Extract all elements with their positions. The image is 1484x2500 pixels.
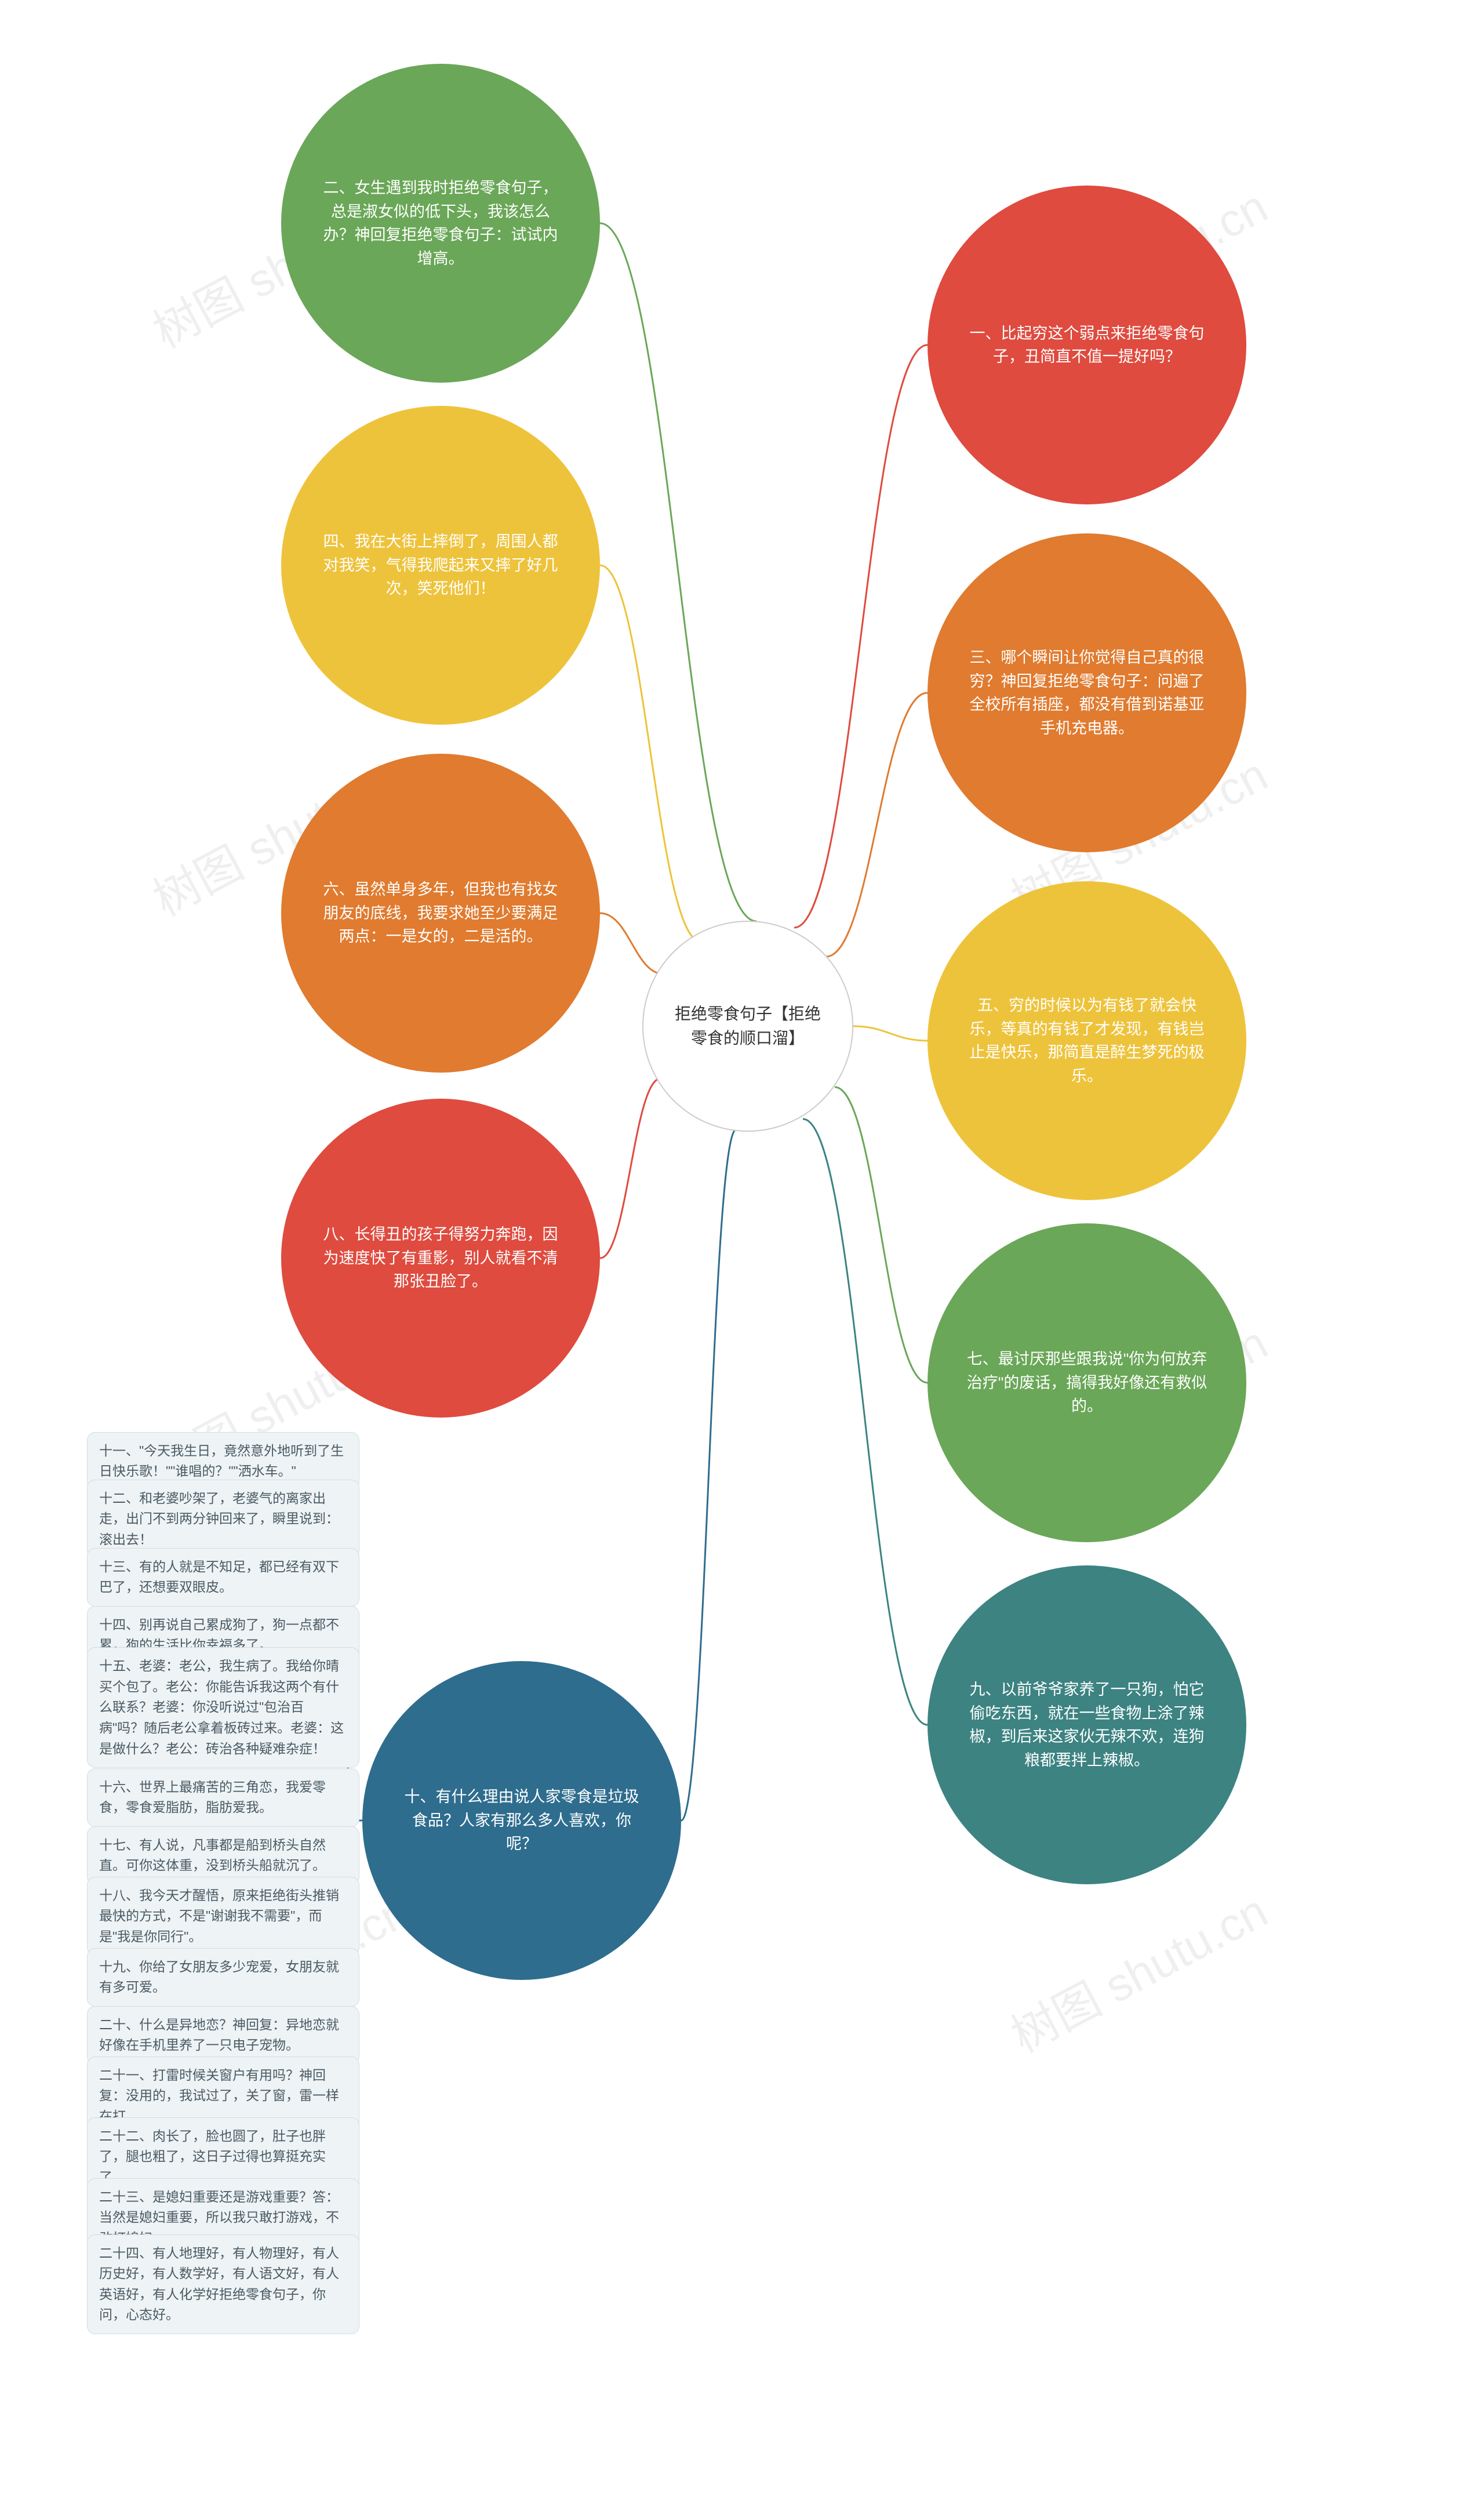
- node-label: 十、有什么理由说人家零食是垃圾食品？人家有那么多人喜欢，你呢？: [401, 1785, 643, 1856]
- branch-node-b10[interactable]: 十、有什么理由说人家零食是垃圾食品？人家有那么多人喜欢，你呢？: [362, 1661, 681, 1980]
- branch-node-b6[interactable]: 六、虽然单身多年，但我也有找女朋友的底线，我要求她至少要满足两点：一是女的，二是…: [281, 754, 600, 1073]
- sub-item-label: 十一、"今天我生日，竟然意外地听到了生日快乐歌！""谁唱的？""洒水车。": [99, 1443, 344, 1479]
- branch-node-b3[interactable]: 三、哪个瞬间让你觉得自己真的很穷？神回复拒绝零食句子：问遍了全校所有插座，都没有…: [928, 533, 1246, 852]
- branch-node-b5[interactable]: 五、穷的时候以为有钱了就会快乐，等真的有钱了才发现，有钱岂止是快乐，那简直是醉生…: [928, 881, 1246, 1200]
- sub-item-label: 二十、什么是异地恋？神回复：异地恋就好像在手机里养了一只电子宠物。: [99, 2017, 339, 2053]
- branch-node-b2[interactable]: 二、女生遇到我时拒绝零食句子，总是淑女似的低下头，我该怎么办？神回复拒绝零食句子…: [281, 64, 600, 383]
- branch-node-b9[interactable]: 九、以前爷爷家养了一只狗，怕它偷吃东西，就在一些食物上涂了辣椒，到后来这家伙无辣…: [928, 1565, 1246, 1884]
- center-node[interactable]: 拒绝零食句子【拒绝零食的顺口溜】: [642, 921, 853, 1132]
- sub-item[interactable]: 十三、有的人就是不知足，都已经有双下巴了，还想要双眼皮。: [87, 1548, 359, 1607]
- sub-item-label: 十三、有的人就是不知足，都已经有双下巴了，还想要双眼皮。: [99, 1559, 339, 1595]
- branch-node-b1[interactable]: 一、比起穷这个弱点来拒绝零食句子，丑简直不值一提好吗？: [928, 186, 1246, 504]
- node-label: 七、最讨厌那些跟我说"你为何放弃治疗"的废话，搞得我好像还有救似的。: [966, 1347, 1208, 1418]
- sub-item[interactable]: 十五、老婆：老公，我生病了。我给你晴买个包了。老公：你能告诉我这两个有什么联系？…: [87, 1647, 359, 1768]
- branch-node-b4[interactable]: 四、我在大街上摔倒了，周围人都对我笑，气得我爬起来又摔了好几次，笑死他们！: [281, 406, 600, 725]
- sub-item-label: 十六、世界上最痛苦的三角恋，我爱零食，零食爱脂肪，脂肪爱我。: [99, 1779, 326, 1815]
- node-label: 八、长得丑的孩子得努力奔跑，因为速度快了有重影，别人就看不清那张丑脸了。: [319, 1223, 562, 1293]
- sub-item[interactable]: 十六、世界上最痛苦的三角恋，我爱零食，零食爱脂肪，脂肪爱我。: [87, 1768, 359, 1827]
- sub-item[interactable]: 二十、什么是异地恋？神回复：异地恋就好像在手机里养了一只电子宠物。: [87, 2006, 359, 2065]
- sub-item[interactable]: 十二、和老婆吵架了，老婆气的离家出走，出门不到两分钟回来了，瞬里说到：滚出去！: [87, 1480, 359, 1559]
- sub-item-label: 十八、我今天才醒悟，原来拒绝街头推销最快的方式，不是"谢谢我不需要"，而是"我是…: [99, 1888, 339, 1944]
- sub-item-label: 十九、你给了女朋友多少宠爱，女朋友就有多可爱。: [99, 1959, 339, 1995]
- sub-item-label: 二十四、有人地理好，有人物理好，有人历史好，有人数学好，有人语文好，有人英语好，…: [99, 2245, 339, 2323]
- node-label: 五、穷的时候以为有钱了就会快乐，等真的有钱了才发现，有钱岂止是快乐，那简直是醉生…: [966, 994, 1208, 1088]
- sub-item[interactable]: 十八、我今天才醒悟，原来拒绝街头推销最快的方式，不是"谢谢我不需要"，而是"我是…: [87, 1877, 359, 1956]
- node-label: 拒绝零食句子【拒绝零食的顺口溜】: [669, 1002, 827, 1051]
- node-label: 四、我在大街上摔倒了，周围人都对我笑，气得我爬起来又摔了好几次，笑死他们！: [319, 530, 562, 601]
- sub-item-label: 十七、有人说，凡事都是船到桥头自然直。可你这体重，没到桥头船就沉了。: [99, 1837, 326, 1873]
- node-label: 二、女生遇到我时拒绝零食句子，总是淑女似的低下头，我该怎么办？神回复拒绝零食句子…: [319, 176, 562, 270]
- sub-item[interactable]: 十七、有人说，凡事都是船到桥头自然直。可你这体重，没到桥头船就沉了。: [87, 1826, 359, 1885]
- node-label: 三、哪个瞬间让你觉得自己真的很穷？神回复拒绝零食句子：问遍了全校所有插座，都没有…: [966, 646, 1208, 740]
- node-label: 九、以前爷爷家养了一只狗，怕它偷吃东西，就在一些食物上涂了辣椒，到后来这家伙无辣…: [966, 1678, 1208, 1772]
- sub-item-label: 二十一、打雷时候关窗户有用吗？神回复：没用的，我试过了，关了窗，雷一样在打。: [99, 2067, 339, 2124]
- node-label: 一、比起穷这个弱点来拒绝零食句子，丑简直不值一提好吗？: [966, 322, 1208, 369]
- sub-item-label: 二十二、肉长了，脸也圆了，肚子也胖了，腿也粗了，这日子过得也算挺充实了。: [99, 2128, 326, 2185]
- sub-item-label: 十五、老婆：老公，我生病了。我给你晴买个包了。老公：你能告诉我这两个有什么联系？…: [99, 1658, 344, 1756]
- sub-item-label: 十二、和老婆吵架了，老婆气的离家出走，出门不到两分钟回来了，瞬里说到：滚出去！: [99, 1491, 339, 1547]
- sub-item[interactable]: 二十四、有人地理好，有人物理好，有人历史好，有人数学好，有人语文好，有人英语好，…: [87, 2234, 359, 2335]
- branch-node-b7[interactable]: 七、最讨厌那些跟我说"你为何放弃治疗"的废话，搞得我好像还有救似的。: [928, 1223, 1246, 1542]
- branch-node-b8[interactable]: 八、长得丑的孩子得努力奔跑，因为速度快了有重影，别人就看不清那张丑脸了。: [281, 1099, 600, 1418]
- watermark: 树图 shutu.cn: [998, 1874, 1277, 2066]
- sub-item[interactable]: 十九、你给了女朋友多少宠爱，女朋友就有多可爱。: [87, 1948, 359, 2007]
- node-label: 六、虽然单身多年，但我也有找女朋友的底线，我要求她至少要满足两点：一是女的，二是…: [319, 878, 562, 949]
